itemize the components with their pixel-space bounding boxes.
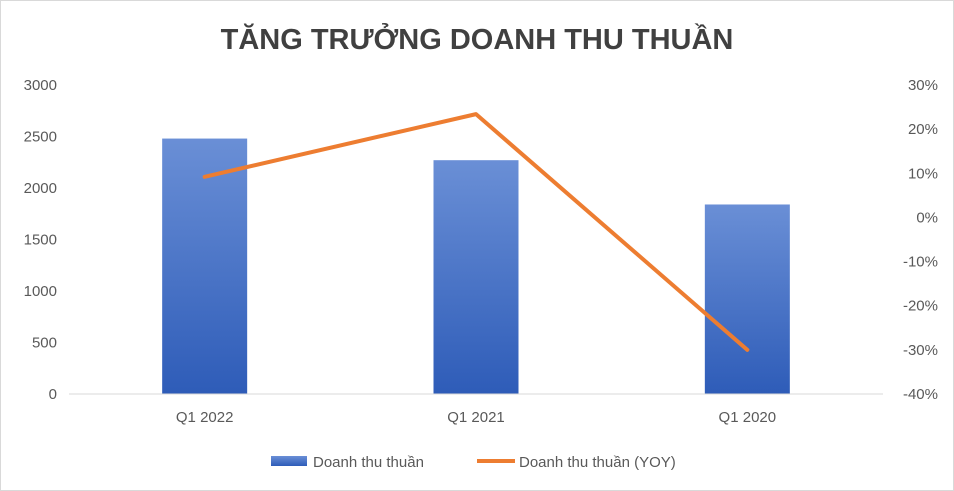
line-series [202,112,750,352]
category-label: Q1 2020 [719,409,777,426]
legend-label-bar: Doanh thu thuần [313,454,424,471]
left-tick-label: 1500 [24,232,57,249]
left-tick-label: 2000 [24,180,57,197]
right-tick-label: -30% [903,342,938,359]
right-tick-label: 30% [908,77,938,94]
legend-label-line: Doanh thu thuần (YOY) [519,454,676,471]
right-tick-label: 10% [908,165,938,182]
right-tick-label: -20% [903,298,938,315]
left-axis-ticks: 0 500 1000 1500 2000 2500 3000 [24,77,57,403]
left-tick-label: 0 [49,386,57,403]
bar [704,204,790,394]
bar-series [162,138,790,394]
right-tick-label: -40% [903,386,938,403]
legend-swatch-bar [271,456,307,466]
legend: Doanh thu thuần Doanh thu thuần (YOY) [271,454,676,471]
left-tick-label: 3000 [24,77,57,94]
left-tick-label: 1000 [24,283,57,300]
bar [162,138,248,394]
bar [433,160,519,394]
category-label: Q1 2022 [176,409,234,426]
right-tick-label: 0% [916,209,938,226]
category-label: Q1 2021 [447,409,505,426]
left-tick-label: 2500 [24,129,57,146]
left-tick-label: 500 [32,335,57,352]
right-tick-label: 20% [908,121,938,138]
right-tick-label: -10% [903,254,938,271]
right-axis-ticks: -40% -30% -20% -10% 0% 10% 20% 30% [903,77,938,403]
category-labels: Q1 2022 Q1 2021 Q1 2020 [176,409,776,426]
chart-title: TĂNG TRƯỞNG DOANH THU THUẦN [221,22,734,56]
